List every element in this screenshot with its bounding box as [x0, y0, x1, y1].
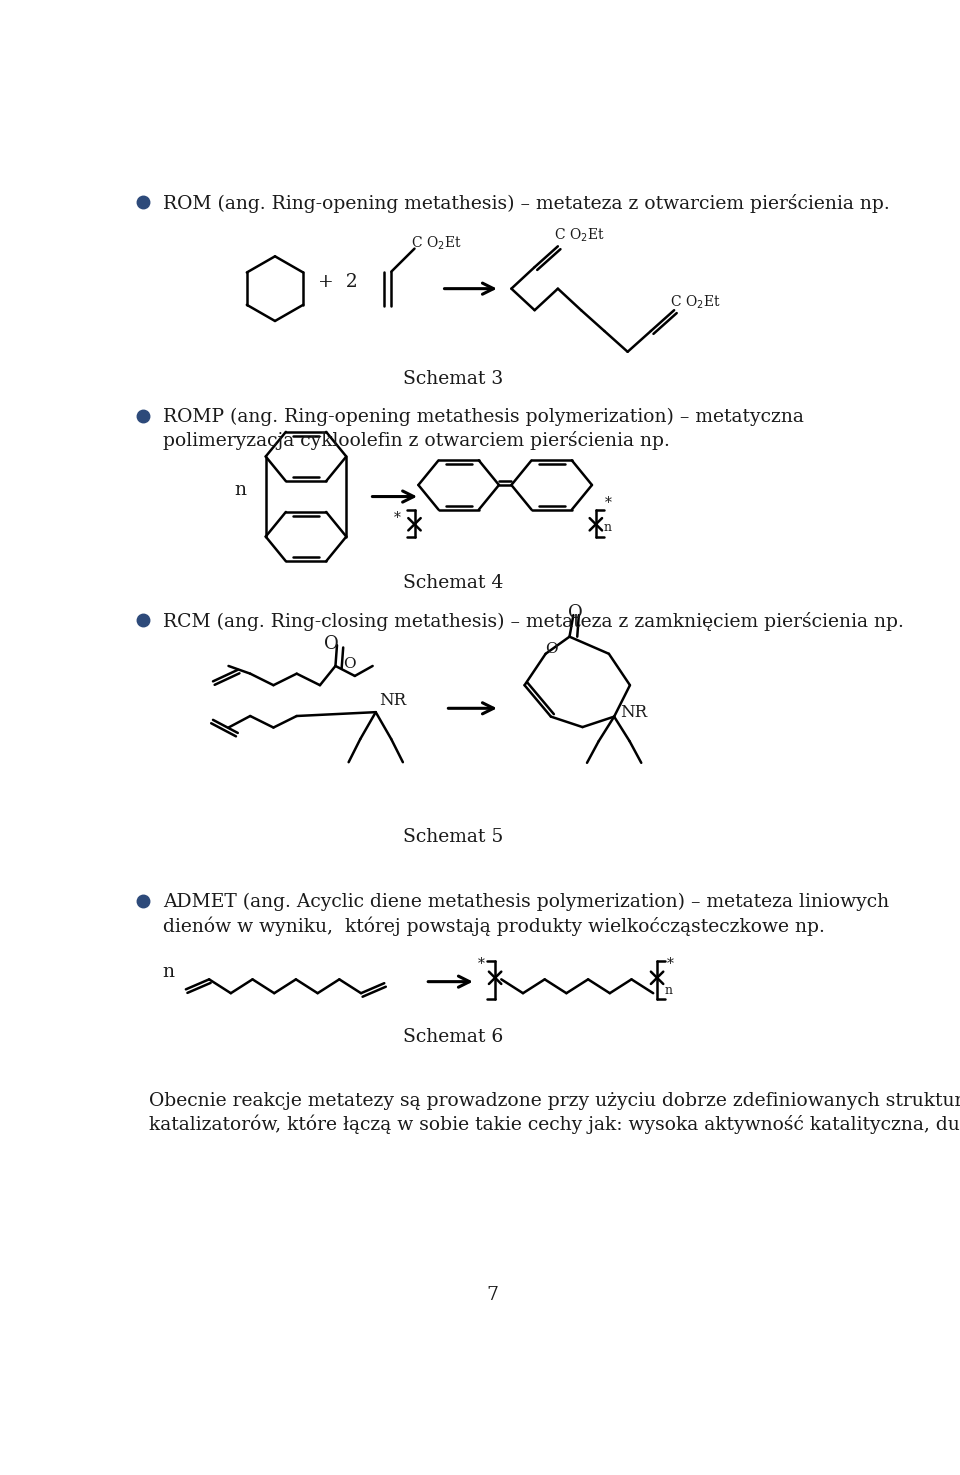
Text: n: n — [234, 481, 247, 500]
Text: C O$_2$Et: C O$_2$Et — [670, 294, 721, 311]
Text: NR: NR — [379, 692, 407, 709]
Text: Obecnie reakcje metatezy są prowadzone przy użyciu dobrze zdefiniowanych struktu: Obecnie reakcje metatezy są prowadzone p… — [150, 1092, 960, 1109]
Text: n: n — [604, 521, 612, 534]
Text: katalizatorów, które łączą w sobie takie cechy jak: wysoka aktywność katalityczn: katalizatorów, które łączą w sobie takie… — [150, 1115, 960, 1134]
Text: polimeryzacja cykloolefin z otwarciem pierścienia np.: polimeryzacja cykloolefin z otwarciem pi… — [162, 431, 669, 450]
Text: O: O — [343, 658, 356, 671]
Text: +  2: + 2 — [318, 273, 357, 292]
Text: Schemat 5: Schemat 5 — [403, 827, 503, 845]
Text: n: n — [665, 984, 673, 997]
Text: NR: NR — [620, 704, 647, 721]
Text: O: O — [568, 605, 583, 622]
Text: *: * — [666, 957, 673, 971]
Text: ADMET (ang. Acyclic diene metathesis polymerization) – metateza liniowych: ADMET (ang. Acyclic diene metathesis pol… — [162, 892, 889, 912]
Text: *: * — [394, 512, 400, 525]
Text: ROM (ang. Ring-opening metathesis) – metateza z otwarciem pierścienia np.: ROM (ang. Ring-opening metathesis) – met… — [162, 193, 889, 212]
Text: Schemat 6: Schemat 6 — [403, 1028, 503, 1046]
Text: O: O — [324, 636, 339, 653]
Text: RCM (ang. Ring-closing metathesis) – metateza z zamknięciem pierścienia np.: RCM (ang. Ring-closing metathesis) – met… — [162, 612, 903, 631]
Text: *: * — [605, 497, 612, 510]
Text: C O$_2$Et: C O$_2$Et — [554, 227, 605, 245]
Text: O: O — [545, 642, 558, 656]
Text: Schemat 4: Schemat 4 — [403, 574, 503, 591]
Text: n: n — [162, 963, 175, 981]
Text: ROMP (ang. Ring-opening metathesis polymerization) – metatyczna: ROMP (ang. Ring-opening metathesis polym… — [162, 409, 804, 426]
Text: Schemat 3: Schemat 3 — [403, 370, 503, 388]
Text: dienów w wyniku,  której powstają produkty wielkoćcząsteczkowe np.: dienów w wyniku, której powstają produkt… — [162, 916, 825, 935]
Text: *: * — [477, 957, 484, 971]
Text: C O$_2$Et: C O$_2$Et — [411, 235, 461, 252]
Text: 7: 7 — [486, 1286, 498, 1304]
